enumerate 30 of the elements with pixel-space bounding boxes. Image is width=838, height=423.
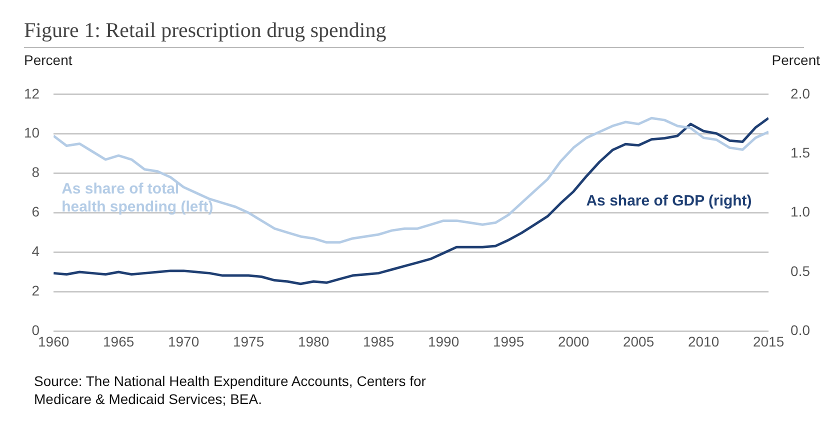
source-note: Source: The National Health Expenditure Accounts, Centers for Medicare & Medicaid Services; BEA. — [34, 372, 427, 408]
y-axis-title: Percent — [24, 52, 72, 68]
y-tick-label: 6 — [32, 204, 40, 220]
x-tick-label: 1960 — [38, 333, 70, 350]
x-tick-label: 2005 — [622, 333, 654, 350]
x-tick-label: 1985 — [362, 333, 394, 350]
y-tick-label: 4 — [32, 243, 40, 260]
y2-tick-label: 2.0 — [790, 85, 810, 102]
y-tick-label: 0 — [32, 322, 40, 338]
y-tick-label: 12 — [24, 85, 40, 102]
chart-title: Figure 1: Retail prescription drug spending — [24, 18, 804, 48]
series-label: As share of GDP (right) — [586, 192, 752, 210]
series-label: As share of total health spending (left) — [62, 180, 214, 216]
y2-tick-label: 1.0 — [790, 204, 810, 220]
x-tick-label: 1975 — [232, 333, 264, 350]
x-tick-label: 1980 — [298, 333, 330, 350]
y2-tick-label: 0.5 — [790, 262, 810, 279]
x-tick-label: 1995 — [492, 333, 524, 350]
x-tick-label: 2015 — [752, 333, 784, 350]
y-tick-label: 8 — [32, 164, 40, 180]
y-tick-label: 2 — [32, 282, 40, 299]
x-tick-label: 1970 — [168, 333, 200, 350]
x-tick-label: 1990 — [428, 333, 460, 350]
x-tick-label: 2000 — [558, 333, 590, 350]
y-tick-label: 10 — [24, 124, 40, 141]
x-tick-label: 2010 — [688, 333, 720, 350]
y2-tick-label: 0.0 — [790, 322, 810, 338]
y2-axis-title: Percent — [772, 52, 820, 68]
x-tick-label: 1965 — [102, 333, 134, 350]
y2-tick-label: 1.5 — [790, 144, 810, 160]
